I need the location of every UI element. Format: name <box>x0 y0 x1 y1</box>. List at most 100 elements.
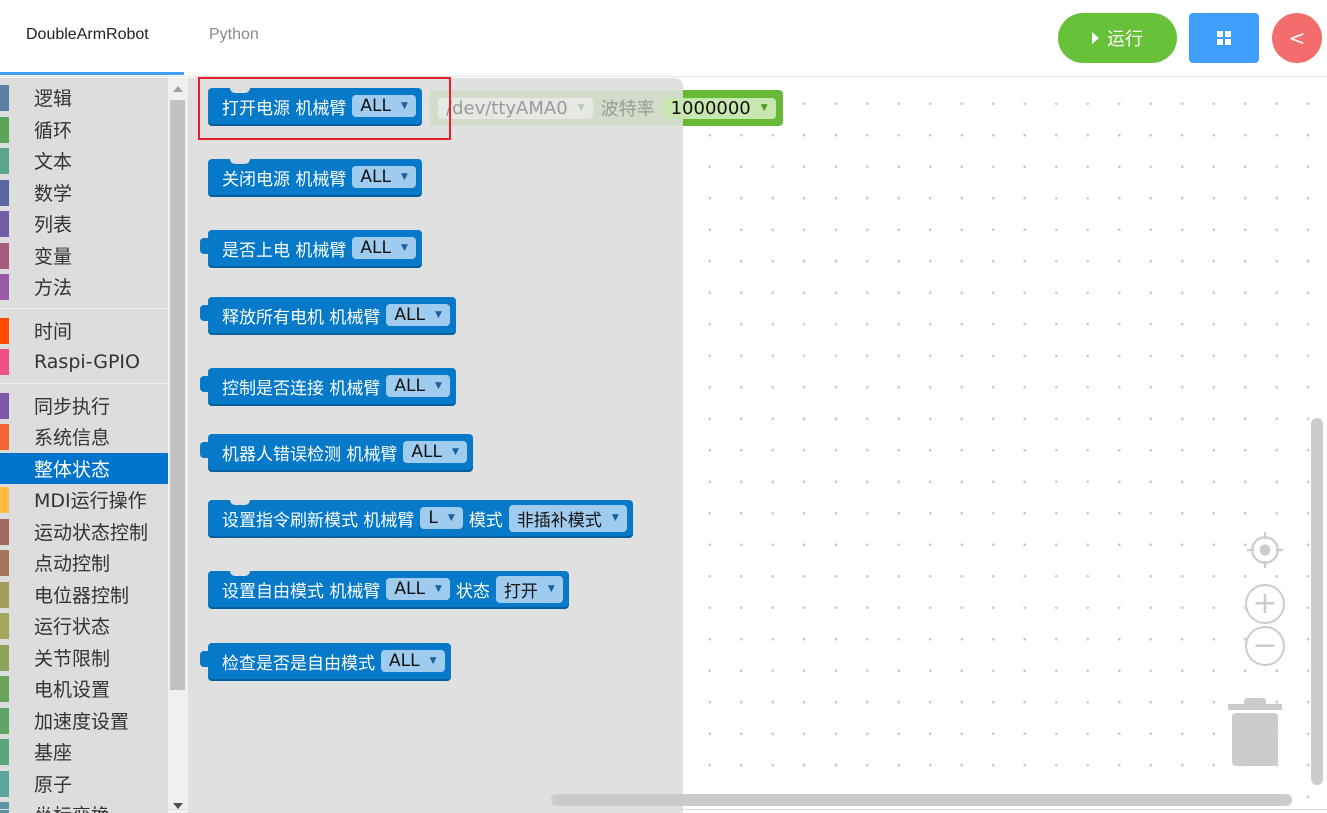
caret-icon: ▼ <box>434 381 442 391</box>
category-item[interactable]: 循环 <box>0 114 168 146</box>
category-item[interactable]: 加速度设置 <box>0 705 168 737</box>
mode-dropdown[interactable]: 打开 ▼ <box>495 575 563 603</box>
arm-dropdown[interactable]: ALL ▼ <box>386 304 450 326</box>
block[interactable]: 是否上电 机械臂 ALL ▼ <box>200 230 422 266</box>
divider <box>0 809 1327 810</box>
arm-dropdown[interactable]: ALL ▼ <box>386 578 450 600</box>
scroll-down-icon[interactable] <box>173 803 183 809</box>
block[interactable]: 关闭电源 机械臂 ALL ▼ <box>208 159 422 195</box>
category-color-strip <box>0 116 9 143</box>
baud-label: 波特率 <box>600 99 655 120</box>
back-button[interactable]: < <box>1272 13 1322 63</box>
arm-dropdown[interactable]: ALL ▼ <box>386 375 450 397</box>
caret-icon: ▼ <box>547 584 555 594</box>
trash-icon <box>1228 698 1282 766</box>
category-label: 整体状态 <box>34 458 111 481</box>
arm-dropdown[interactable]: ALL ▼ <box>403 441 467 463</box>
plus-icon: + <box>1252 586 1278 621</box>
dropdown-value: 非插补模式 <box>516 510 602 531</box>
category-color-strip <box>0 317 9 344</box>
category-item[interactable]: 电位器控制 <box>0 579 168 611</box>
header: DoubleArmRobot Python 运行 < <box>0 0 1327 77</box>
category-color-strip <box>0 518 9 545</box>
tab-doublearmrobot[interactable]: DoubleArmRobot <box>26 26 149 43</box>
block[interactable]: 设置自由模式 机械臂 ALL ▼ 状态 打开 ▼ <box>208 571 569 607</box>
caret-icon: ▼ <box>434 310 442 320</box>
caret-icon: ▼ <box>400 101 408 111</box>
category-item[interactable]: MDI运行操作 <box>0 484 168 516</box>
category-item[interactable]: 数学 <box>0 177 168 209</box>
zoom-out-button[interactable]: − <box>1245 626 1285 666</box>
block-text: 打开电源 机械臂 <box>222 98 347 119</box>
category-item[interactable]: 变量 <box>0 240 168 272</box>
serial-port-block[interactable]: /dev/ttyAMA0 ▼ 波特率 1000000 ▼ <box>430 90 783 126</box>
category-item[interactable]: 整体状态 <box>0 452 168 484</box>
arm-dropdown[interactable]: ALL ▼ <box>352 95 416 117</box>
category-label: 坐标变换 <box>34 801 110 813</box>
category-label: 同步执行 <box>34 395 111 418</box>
category-item[interactable]: 关节限制 <box>0 642 168 674</box>
category-item[interactable]: 同步执行 <box>0 390 168 422</box>
category-item[interactable]: 时间 <box>0 315 168 347</box>
arm-dropdown[interactable]: ALL ▼ <box>352 166 416 188</box>
category-item[interactable]: 运行状态 <box>0 610 168 642</box>
category-color-strip <box>0 424 9 450</box>
workspace-vertical-scrollbar[interactable] <box>1311 418 1323 785</box>
block-text: 控制是否连接 机械臂 <box>222 378 381 399</box>
tab-python[interactable]: Python <box>209 26 259 43</box>
toolbox-scrollbar[interactable] <box>168 78 188 813</box>
category-label: 时间 <box>34 320 73 343</box>
baud-dropdown[interactable]: 1000000 ▼ <box>662 97 776 119</box>
mode-dropdown[interactable]: 非插补模式 ▼ <box>508 504 627 532</box>
category-label: 系统信息 <box>34 427 111 450</box>
category-item[interactable]: 系统信息 <box>0 421 168 453</box>
scroll-up-icon[interactable] <box>173 86 183 92</box>
block[interactable]: 控制是否连接 机械臂 ALL ▼ <box>200 368 456 404</box>
block[interactable]: 机器人错误检测 机械臂 ALL ▼ <box>200 434 473 470</box>
trash-can[interactable] <box>1228 698 1282 772</box>
block[interactable]: 释放所有电机 机械臂 ALL ▼ <box>200 297 456 333</box>
category-label: 原子 <box>34 773 73 796</box>
category-item[interactable]: 坐标变换 <box>0 799 168 813</box>
category-label: Raspi-GPIO <box>34 350 140 373</box>
block[interactable]: 检查是否是自由模式 ALL ▼ <box>200 643 451 679</box>
run-button[interactable]: 运行 <box>1058 13 1177 63</box>
port-dropdown[interactable]: /dev/ttyAMA0 ▼ <box>438 97 593 119</box>
workspace-horizontal-scrollbar[interactable] <box>551 794 1292 806</box>
category-item[interactable]: 原子 <box>0 768 168 800</box>
arm-dropdown[interactable]: ALL ▼ <box>381 650 445 672</box>
recenter-button[interactable] <box>1245 530 1285 570</box>
arm-dropdown[interactable]: ALL ▼ <box>352 237 416 259</box>
block-text: 模式 <box>468 510 503 531</box>
category-label: 基座 <box>34 742 73 765</box>
category-item[interactable]: 运动状态控制 <box>0 516 168 548</box>
category-item[interactable]: 方法 <box>0 271 168 303</box>
category-color-strip <box>0 487 9 513</box>
dropdown-value: ALL <box>360 238 391 258</box>
category-item[interactable]: 文本 <box>0 145 168 177</box>
toolbox-scroll-thumb[interactable] <box>170 100 185 690</box>
category-label: 加速度设置 <box>34 710 130 733</box>
dropdown-value: ALL <box>411 442 442 462</box>
category-item[interactable]: 点动控制 <box>0 547 168 579</box>
grid-button[interactable] <box>1189 13 1259 63</box>
dropdown-value: ALL <box>394 376 425 396</box>
caret-icon: ▼ <box>429 656 437 666</box>
arm-dropdown[interactable]: L ▼ <box>420 507 463 529</box>
category-color-strip <box>0 148 9 174</box>
category-color-strip <box>0 707 9 734</box>
highlight-box <box>198 77 451 140</box>
zoom-in-button[interactable]: + <box>1245 584 1285 624</box>
block-text: 机器人错误检测 机械臂 <box>222 444 398 465</box>
category-item[interactable]: 基座 <box>0 736 168 768</box>
block[interactable]: 设置指令刷新模式 机械臂 L ▼ 模式 非插补模式 ▼ <box>208 500 633 536</box>
category-item[interactable]: 电机设置 <box>0 673 168 705</box>
block[interactable]: 打开电源 机械臂 ALL ▼ <box>208 88 422 124</box>
category-item[interactable]: Raspi-GPIO <box>0 346 168 378</box>
category-label: 电机设置 <box>34 679 111 702</box>
dropdown-value: L <box>428 508 438 528</box>
category-color-strip <box>0 739 9 765</box>
category-color-strip <box>0 455 9 482</box>
category-item[interactable]: 列表 <box>0 208 168 240</box>
category-item[interactable]: 逻辑 <box>0 82 168 114</box>
